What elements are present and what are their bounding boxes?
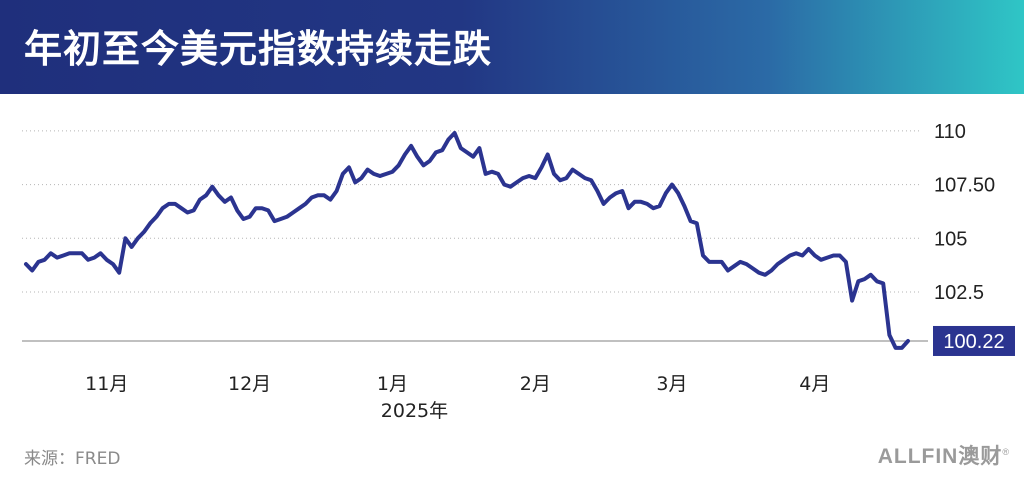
logo-text: ALLFIN澳财 — [877, 445, 1003, 468]
last-value-label: 100.22 — [943, 331, 1004, 353]
chart-title: 年初至今美元指数持续走跌 — [24, 27, 493, 71]
x-year-label: 2025年 — [381, 400, 448, 422]
y-tick-label: 110 — [934, 121, 966, 143]
title-banner: 年初至今美元指数持续走跌 — [0, 0, 1024, 94]
x-tick-label: 2月 — [520, 373, 551, 395]
last-value-box — [933, 325, 1015, 356]
y-axis-ticks: 110 107.50 105 102.5 — [934, 121, 995, 304]
x-tick-label: 4月 — [799, 373, 830, 395]
x-tick-label: 12月 — [228, 373, 271, 395]
y-tick-label: 107.50 — [934, 175, 995, 197]
x-tick-label: 11月 — [85, 373, 128, 395]
registered-mark: ® — [1002, 447, 1010, 457]
last-value-badge: 100.22 — [933, 325, 1015, 356]
source-note: 来源：FRED — [24, 449, 121, 469]
x-axis-ticks: 11月 12月 1月 2月 3月 4月 2025年 — [85, 373, 830, 422]
grid-lines — [22, 130, 920, 293]
y-tick-label: 105 — [934, 228, 967, 250]
y-tick-label: 102.5 — [934, 282, 984, 304]
line-chart: 110 107.50 105 102.5 11月 12月 1月 2月 3月 4月 2025年 10… — [22, 121, 1015, 422]
x-tick-label: 1月 — [377, 373, 408, 395]
brand-logo: ALLFIN澳财® — [878, 440, 1010, 470]
series-line-dollar-index — [24, 131, 910, 350]
x-tick-label: 3月 — [656, 373, 687, 395]
